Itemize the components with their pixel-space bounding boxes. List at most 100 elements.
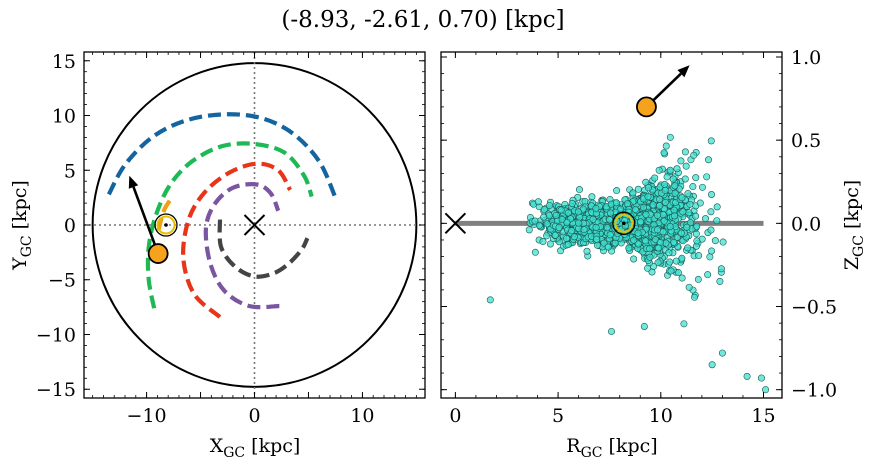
population-point xyxy=(685,209,693,217)
right-axes-frame xyxy=(440,51,783,399)
population-point xyxy=(593,241,601,249)
right-y-tick-label: 1.0 xyxy=(791,47,821,69)
population-point xyxy=(673,165,681,173)
stellar-population-scatter xyxy=(486,133,770,394)
right-y-tick-label: 0.5 xyxy=(791,130,821,152)
population-point xyxy=(646,245,654,253)
population-point xyxy=(525,226,533,234)
population-point xyxy=(612,199,620,207)
population-point xyxy=(671,189,679,197)
right-velocity-arrow-head xyxy=(677,65,690,78)
spiral-arm-5 xyxy=(203,182,281,310)
population-point xyxy=(661,180,669,188)
population-point xyxy=(693,222,701,230)
population-point xyxy=(680,320,688,328)
population-point xyxy=(543,232,551,240)
population-point xyxy=(665,249,673,257)
population-point xyxy=(651,174,659,182)
population-point xyxy=(574,208,582,216)
spiral-arm-3 xyxy=(156,195,175,232)
population-point xyxy=(486,296,494,304)
population-point xyxy=(660,217,668,225)
population-point xyxy=(672,257,680,265)
population-point xyxy=(692,212,700,220)
population-point xyxy=(659,211,667,219)
left-y-tick-label: 0 xyxy=(64,215,76,237)
population-point xyxy=(540,206,548,214)
population-point xyxy=(663,173,671,181)
population-point xyxy=(684,190,692,198)
population-point xyxy=(698,183,706,191)
population-point xyxy=(555,223,563,231)
figure-title: (-8.93, -2.61, 0.70) [kpc] xyxy=(281,7,564,33)
population-point xyxy=(696,199,704,207)
population-point xyxy=(702,215,710,223)
population-point xyxy=(644,264,652,272)
population-point xyxy=(634,185,642,193)
population-point xyxy=(557,206,565,214)
population-point xyxy=(630,255,638,263)
population-point xyxy=(666,166,674,174)
right-x-tick-label: 0 xyxy=(449,405,461,427)
population-point xyxy=(603,224,611,232)
population-point xyxy=(563,218,571,226)
population-point xyxy=(563,234,571,242)
population-point xyxy=(713,217,721,225)
population-point xyxy=(670,212,678,220)
population-point xyxy=(667,267,675,275)
population-point xyxy=(564,209,572,217)
population-point xyxy=(707,137,715,145)
population-point xyxy=(666,258,674,266)
population-point xyxy=(678,194,686,202)
population-point xyxy=(708,247,716,255)
population-point xyxy=(704,156,712,164)
population-point xyxy=(655,166,663,174)
right-galactic-center-marker xyxy=(444,212,467,235)
population-point xyxy=(656,202,664,210)
left-y-tick-label: 10 xyxy=(52,106,76,128)
population-point xyxy=(716,277,724,285)
spiral-arm-6 xyxy=(217,219,310,279)
population-point xyxy=(589,215,597,223)
population-point xyxy=(642,211,650,219)
left-x-axis-label: XGC [kpc] xyxy=(210,435,301,461)
population-point xyxy=(613,187,621,195)
population-point xyxy=(588,193,596,201)
right-x-axis-label: RGC [kpc] xyxy=(566,435,657,461)
population-point xyxy=(656,195,664,203)
population-point xyxy=(593,235,601,243)
population-point xyxy=(575,219,583,227)
left-sun-ring xyxy=(156,215,176,235)
population-point xyxy=(690,151,698,159)
population-point xyxy=(631,206,639,214)
population-point xyxy=(671,182,679,190)
right-y-tick-label: −1.0 xyxy=(791,380,837,402)
spiral-arm-2 xyxy=(145,141,314,309)
left-panel: −10 0 10 −15 −10 −5 0 5 10 15 XGC [kpc] YGC [kpc] xyxy=(9,51,426,461)
population-point xyxy=(570,233,578,241)
population-point xyxy=(707,190,715,198)
left-y-axis-label: YGC [kpc] xyxy=(9,180,35,271)
left-star-marker xyxy=(147,243,169,264)
population-point xyxy=(694,275,702,283)
right-sun-outer-ring xyxy=(612,211,636,235)
left-markers xyxy=(128,175,266,264)
population-point xyxy=(535,221,543,229)
population-point xyxy=(580,226,588,234)
population-point xyxy=(606,216,614,224)
left-x-tick-label: 0 xyxy=(248,405,260,427)
left-y-tick-label: 5 xyxy=(64,160,76,182)
population-point xyxy=(683,223,691,231)
population-point xyxy=(592,204,600,212)
population-point xyxy=(681,175,689,183)
population-point xyxy=(703,173,711,181)
right-x-tick-label: 15 xyxy=(751,405,775,427)
population-point xyxy=(568,199,576,207)
population-point xyxy=(689,183,697,191)
left-x-tick-label: 10 xyxy=(350,405,374,427)
population-point xyxy=(600,239,608,247)
population-point xyxy=(661,186,669,194)
population-point xyxy=(629,189,637,197)
population-point xyxy=(660,149,668,157)
